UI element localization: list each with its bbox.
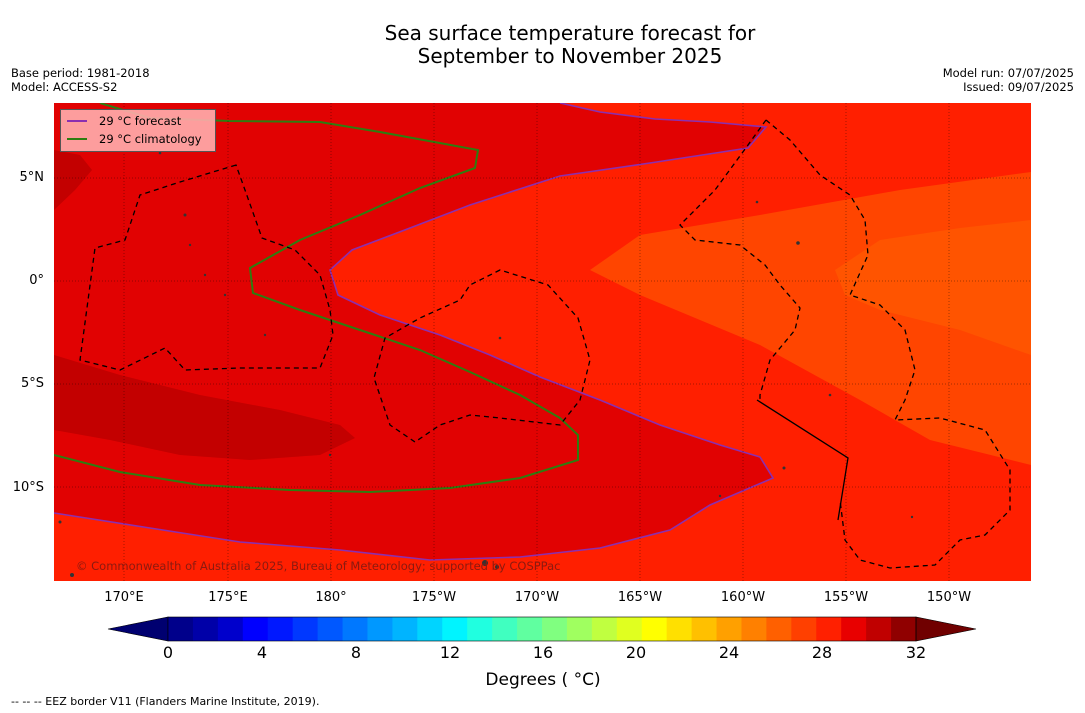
colorbar-swatch [217, 617, 244, 641]
model-run: Model run: 07/07/2025 [942, 66, 1074, 80]
colorbar-label: Degrees ( °C) [485, 670, 601, 690]
colorbar-swatch [317, 617, 344, 641]
colorbar-tick-0: 0 [162, 643, 174, 662]
colorbar-swatch [716, 617, 742, 641]
colorbar-swatch [168, 617, 194, 641]
colorbar-swatch [641, 617, 668, 641]
colorbar-swatch [517, 617, 543, 641]
region-26-east [835, 220, 1031, 355]
title-line-2: September to November 2025 [417, 44, 723, 68]
colorbar-swatch [267, 617, 294, 641]
colorbar-swatch [542, 617, 568, 641]
colorbar-extend-high [915, 616, 977, 642]
footer-note: -- -- -- EEZ border V11 (Flanders Marine… [11, 695, 320, 708]
colorbar-tick-8: 8 [350, 643, 362, 662]
colorbar-tick-24: 24 [718, 643, 740, 662]
colorbar-swatch [691, 617, 718, 641]
base-period: Base period: 1981-2018 [11, 66, 150, 80]
legend-forecast: 29 °C forecast [67, 113, 181, 129]
colorbar [107, 616, 977, 642]
lon-label-150w: 150°W [926, 590, 972, 605]
colorbar-swatch [417, 617, 443, 641]
colorbar-swatch [342, 617, 368, 641]
eez-border-c [679, 119, 801, 400]
legend-forecast-swatch [67, 120, 87, 122]
colorbar-swatch [492, 617, 518, 641]
legend: 29 °C forecast 29 °C climatology [60, 109, 216, 152]
legend-climatology-swatch [67, 138, 87, 140]
lon-label-170e: 170°E [104, 590, 144, 605]
lat-label-10s: 10°S [12, 480, 44, 495]
gridlines [54, 103, 1031, 581]
colorbar-swatch [766, 617, 792, 641]
eez-border-a [79, 164, 334, 371]
colorbar-swatch [841, 617, 867, 641]
lat-label-5n: 5°N [19, 170, 45, 185]
colorbar-swatch [891, 617, 917, 641]
colorbar-swatch [292, 617, 319, 641]
colorbar-swatch [192, 617, 219, 641]
colorbar-swatch [392, 617, 418, 641]
map-field [54, 103, 1031, 581]
lon-label-175e: 175°E [208, 590, 248, 605]
model-name: Model: ACCESS-S2 [11, 80, 118, 94]
forecast-contour-29c [54, 103, 775, 561]
colorbar-extend-low [107, 616, 169, 642]
legend-climatology-label: 29 °C climatology [99, 132, 202, 146]
legend-forecast-label: 29 °C forecast [99, 114, 182, 128]
lon-label-165w: 165°W [617, 590, 663, 605]
meta-right: Model run: 07/07/2025 Issued: 09/07/2025 [943, 66, 1074, 94]
colorbar-tick-12: 12 [439, 643, 461, 662]
region-30-west [54, 355, 355, 460]
eez-border-b [373, 269, 591, 443]
meta-left: Base period: 1981-2018 Model: ACCESS-S2 [11, 66, 150, 94]
lon-label-155w: 155°W [823, 590, 869, 605]
chart-title: Sea surface temperature forecast for Sep… [0, 22, 1085, 68]
colorbar-swatch [816, 617, 842, 641]
issued-date: Issued: 09/07/2025 [963, 80, 1074, 94]
copyright: © Commonwealth of Australia 2025, Bureau… [76, 559, 561, 573]
climatology-contour-29c [54, 103, 579, 494]
colorbar-swatch [566, 617, 593, 641]
lat-label-5s: 5°S [20, 376, 44, 391]
colorbar-tick-16: 16 [532, 643, 554, 662]
lon-label-170w: 170°W [514, 590, 560, 605]
colorbar-tick-28: 28 [811, 643, 833, 662]
lat-label-0: 0° [29, 273, 44, 288]
eez-borders [79, 119, 1011, 569]
colorbar-swatch [591, 617, 618, 641]
title-line-1: Sea surface temperature forecast for [384, 21, 756, 45]
colorbar-tick-20: 20 [625, 643, 647, 662]
colorbar-swatch [367, 617, 393, 641]
lon-label-180: 180° [315, 590, 347, 605]
colorbar-swatch [442, 617, 468, 641]
colorbar-tick-4: 4 [256, 643, 268, 662]
colorbar-swatch [866, 617, 892, 641]
lon-label-175w: 175°W [411, 590, 457, 605]
eez-border-solid [756, 399, 849, 521]
colorbar-tick-32: 32 [905, 643, 927, 662]
colorbar-swatch [616, 617, 643, 641]
lon-label-160w: 160°W [720, 590, 766, 605]
colorbar-swatch [741, 617, 767, 641]
islands [58, 151, 914, 577]
colorbar-frame [167, 616, 917, 642]
region-30-north [54, 150, 92, 210]
legend-climatology: 29 °C climatology [67, 131, 202, 147]
colorbar-swatch [242, 617, 269, 641]
colorbar-swatch [791, 617, 817, 641]
colorbar-swatch [467, 617, 493, 641]
colorbar-swatch [666, 617, 693, 641]
